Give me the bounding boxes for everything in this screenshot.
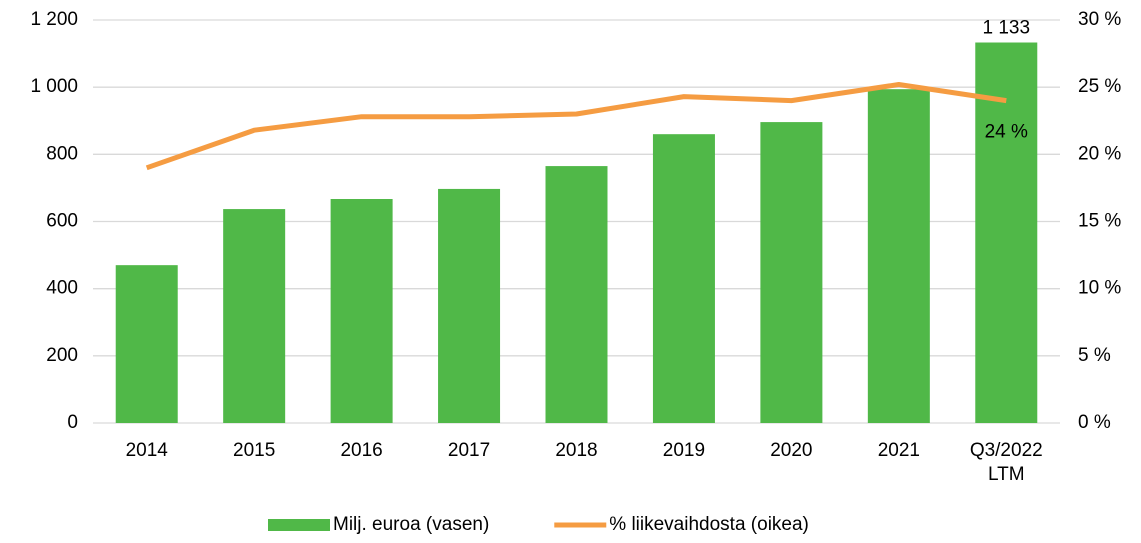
bar	[975, 42, 1038, 424]
bar	[330, 198, 393, 423]
y-tick-label: 0	[67, 412, 78, 433]
x-tick-label: 2020	[770, 440, 812, 461]
bar	[652, 134, 715, 423]
bar	[438, 188, 501, 423]
data-label: 1 133	[983, 18, 1031, 39]
y-tick-label: 200	[46, 345, 78, 366]
bar	[867, 89, 930, 423]
x-tick-label: 2017	[448, 440, 490, 461]
legend-swatch	[268, 519, 330, 531]
x-tick-label: 2014	[126, 440, 169, 461]
legend-label: % liikevaihdosta (oikea)	[609, 514, 809, 535]
bar	[760, 122, 823, 424]
x-tick-label: 2016	[340, 440, 382, 461]
line	[145, 82, 1007, 171]
bar	[545, 166, 608, 423]
x-tick-label: 2021	[878, 440, 920, 461]
y-tick-label: 600	[46, 211, 78, 232]
x-tick-label: 2018	[555, 440, 597, 461]
y-tick-label: 1 200	[30, 9, 78, 30]
y2-tick-label: 5 %	[1078, 345, 1111, 366]
y2-tick-label: 0 %	[1078, 412, 1111, 433]
x-tick-line: LTM	[988, 464, 1025, 485]
y2-tick-label: 10 %	[1078, 278, 1121, 299]
bar	[223, 209, 286, 423]
data-label: 24 %	[985, 122, 1028, 143]
y-tick-label: 400	[46, 278, 78, 299]
x-tick-label: 2015	[233, 440, 275, 461]
y2-tick-label: 30 %	[1078, 9, 1121, 30]
bar	[115, 265, 178, 423]
y-tick-label: 800	[46, 143, 78, 164]
y2-tick-label: 20 %	[1078, 143, 1121, 164]
x-tick-label: 2019	[663, 440, 705, 461]
x-tick-line: Q3/2022	[970, 440, 1043, 461]
legend-label: Milj. euroa (vasen)	[333, 514, 489, 535]
y2-tick-label: 15 %	[1078, 211, 1121, 232]
x-tick-label: Q3/2022 LTM	[970, 440, 1043, 485]
y2-tick-label: 25 %	[1078, 76, 1121, 97]
y-tick-label: 1 000	[30, 76, 78, 97]
